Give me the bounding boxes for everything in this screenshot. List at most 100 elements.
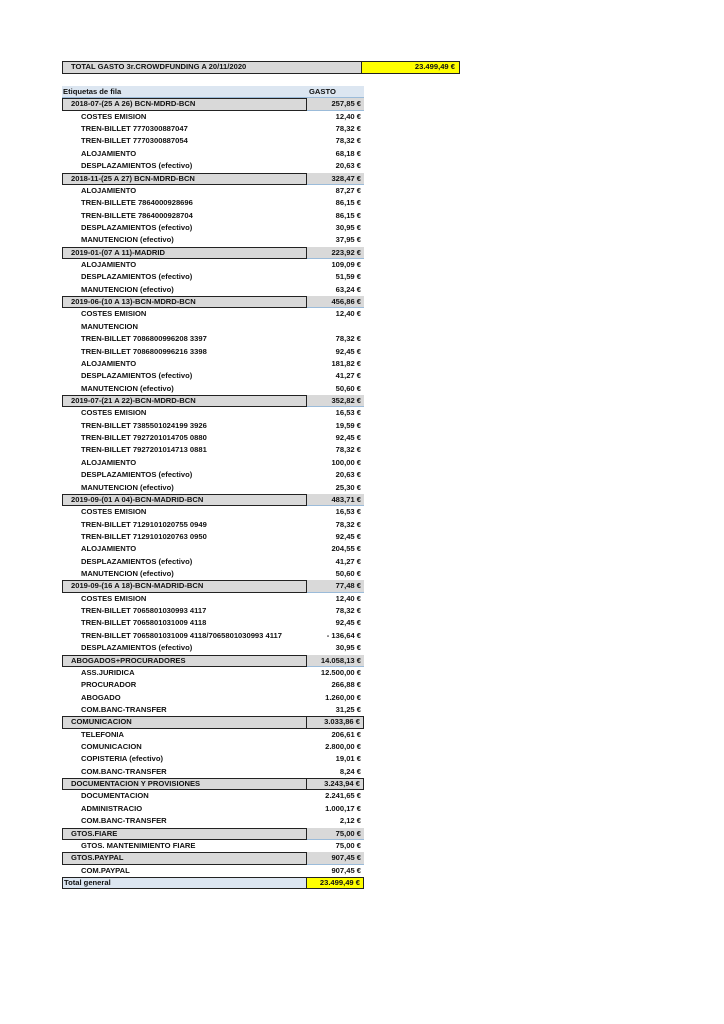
- row-label: MANUTENCION (efectivo): [81, 569, 174, 579]
- item-row: PROCURADOR 266,88 €: [62, 679, 364, 691]
- row-value: 257,85 €: [307, 98, 364, 111]
- group-row: 2019-06-(10 A 13)-BCN-MDRD-BCN 456,86 €: [62, 296, 364, 309]
- item-row: DESPLAZAMIENTOS (efectivo) 30,95 €: [62, 222, 364, 234]
- summary-title: TOTAL GASTO 3r.CROWDFUNDING A 20/11/2020: [62, 61, 362, 74]
- row-value: 352,82 €: [307, 395, 364, 408]
- row-label: ALOJAMIENTO: [81, 260, 137, 270]
- row-label: COSTES EMISION: [81, 111, 147, 121]
- group-row: ABOGADOS+PROCURADORES 14.058,13 €: [62, 654, 364, 667]
- row-label: ABOGADO: [81, 692, 121, 702]
- item-row: COM.BANC-TRANSFER 2,12 €: [62, 815, 364, 827]
- item-row: DESPLAZAMIENTOS (efectivo) 41,27 €: [62, 370, 364, 382]
- item-row: COSTES EMISION 16,53 €: [62, 407, 364, 419]
- row-value: 92,45 €: [335, 433, 361, 443]
- item-row: TREN-BILLET 7770300887047 78,32 €: [62, 123, 364, 135]
- item-row: COSTES EMISION 12,40 €: [62, 308, 364, 320]
- row-value: 78,32 €: [335, 136, 361, 146]
- row-value: 109,09 €: [331, 260, 361, 270]
- row-label: TREN-BILLET 7065801030993 4117: [81, 606, 207, 616]
- item-row: COM.BANC-TRANSFER 31,25 €: [62, 704, 364, 716]
- row-label: ALOJAMIENTO: [81, 457, 137, 467]
- row-value: 78,32 €: [335, 519, 361, 529]
- total-row: Total general 23.499,49 €: [62, 877, 364, 890]
- row-value: 3.033,86 €: [307, 716, 364, 729]
- row-value: 63,24 €: [335, 284, 361, 294]
- row-label: TELEFONIA: [81, 729, 125, 739]
- row-label: DESPLAZAMIENTOS (efectivo): [81, 643, 193, 653]
- pivot-table: Etiquetas de fila GASTO 2018-07-(25 A 26…: [62, 86, 364, 890]
- row-value: 8,24 €: [339, 766, 361, 776]
- item-row: MANUTENCION (efectivo) 63,24 €: [62, 284, 364, 296]
- row-label: TREN-BILLET 7927201014705 0880: [81, 433, 207, 443]
- row-value: 204,55 €: [331, 544, 361, 554]
- row-value: 31,25 €: [335, 704, 361, 714]
- row-value: 223,92 €: [307, 247, 364, 260]
- table-header: Etiquetas de fila GASTO: [62, 86, 364, 99]
- row-value: 483,71 €: [307, 494, 364, 507]
- row-value: 16,53 €: [335, 507, 361, 517]
- group-row: 2018-11-(25 A 27) BCN-MDRD-BCN 328,47 €: [62, 172, 364, 185]
- item-row: ASS.JURIDICA 12.500,00 €: [62, 667, 364, 679]
- row-value: 12,40 €: [335, 111, 361, 121]
- row-label: DOCUMENTACION: [81, 791, 149, 801]
- row-value: 100,00 €: [331, 457, 361, 467]
- item-row: ALOJAMIENTO 109,09 €: [62, 259, 364, 271]
- item-row: DESPLAZAMIENTOS (efectivo) 51,59 €: [62, 271, 364, 283]
- summary-title-bar: TOTAL GASTO 3r.CROWDFUNDING A 20/11/2020…: [62, 61, 460, 74]
- row-value: 30,95 €: [335, 643, 361, 653]
- item-row: DESPLAZAMIENTOS (efectivo) 20,63 €: [62, 160, 364, 172]
- row-label: 2018-11-(25 A 27) BCN-MDRD-BCN: [62, 172, 307, 185]
- row-value: 25,30 €: [335, 482, 361, 492]
- row-label: MANUTENCION: [81, 321, 138, 331]
- row-label: COMUNICACION: [81, 742, 142, 752]
- item-row: COM.PAYPAL 907,45 €: [62, 865, 364, 877]
- row-label: COSTES EMISION: [81, 593, 147, 603]
- row-label: 2019-01-(07 A 11)-MADRID: [62, 246, 307, 260]
- group-row: GTOS.FIARE 75,00 €: [62, 827, 364, 840]
- row-label: TREN-BILLET 7065801031009 4118/706580103…: [81, 630, 282, 640]
- row-label: ALOJAMIENTO: [81, 358, 137, 368]
- row-labels-header: Etiquetas de fila: [63, 87, 122, 96]
- item-row: TREN-BILLETE 7864000928696 86,15 €: [62, 197, 364, 209]
- row-value: 3.243,94 €: [307, 778, 364, 791]
- row-label: TREN-BILLET 7927201014713 0881: [81, 445, 207, 455]
- row-value: 77,48 €: [307, 580, 364, 593]
- row-value: 20,63 €: [335, 470, 361, 480]
- row-value: 75,00 €: [307, 828, 364, 840]
- group-row: 2018-07-(25 A 26) BCN-MDRD-BCN 257,85 €: [62, 98, 364, 111]
- group-row: 2019-09-(01 A 04)-BCN-MADRID-BCN 483,71 €: [62, 493, 364, 507]
- row-label: COSTES EMISION: [81, 408, 147, 418]
- row-value: 2.800,00 €: [325, 742, 361, 752]
- row-label: GTOS.FIARE: [62, 827, 307, 840]
- row-label: Total general: [62, 877, 307, 890]
- item-row: MANUTENCION (efectivo) 37,95 €: [62, 234, 364, 246]
- item-row: TREN-BILLET 7065801031009 4118/706580103…: [62, 630, 364, 642]
- gasto-header: GASTO: [309, 87, 336, 96]
- row-label: TREN-BILLET 7129101020763 0950: [81, 531, 207, 541]
- row-value: 78,32 €: [335, 445, 361, 455]
- row-value: [307, 321, 364, 333]
- group-row: 2019-07-(21 A 22)-BCN-MDRD-BCN 352,82 €: [62, 394, 364, 408]
- group-row: 2019-01-(07 A 11)-MADRID 223,92 €: [62, 246, 364, 260]
- item-row: COM.BANC-TRANSFER 8,24 €: [62, 766, 364, 778]
- item-row: TREN-BILLET 7065801031009 4118 92,45 €: [62, 617, 364, 629]
- row-value: 19,01 €: [335, 754, 361, 764]
- item-row: ALOJAMIENTO 100,00 €: [62, 457, 364, 469]
- row-label: PROCURADOR: [81, 680, 137, 690]
- item-row: ALOJAMIENTO 87,27 €: [62, 185, 364, 197]
- row-label: MANUTENCION (efectivo): [81, 235, 174, 245]
- row-label: COMUNICACION: [62, 716, 307, 729]
- row-label: ASS.JURIDICA: [81, 667, 135, 677]
- item-row: DESPLAZAMIENTOS (efectivo) 20,63 €: [62, 469, 364, 481]
- row-label: TREN-BILLET 7129101020755 0949: [81, 519, 207, 529]
- item-row: TREN-BILLET 7129101020755 0949 78,32 €: [62, 519, 364, 531]
- item-row: COSTES EMISION 12,40 €: [62, 111, 364, 123]
- item-row: ALOJAMIENTO 181,82 €: [62, 358, 364, 370]
- row-label: COM.BANC-TRANSFER: [81, 816, 167, 826]
- item-row: MANUTENCION (efectivo) 25,30 €: [62, 482, 364, 494]
- row-value: 181,82 €: [331, 358, 361, 368]
- item-row: MANUTENCION (efectivo) 50,60 €: [62, 568, 364, 580]
- row-value: 87,27 €: [335, 185, 361, 195]
- row-value: 19,59 €: [335, 420, 361, 430]
- row-label: GTOS.PAYPAL: [62, 852, 307, 865]
